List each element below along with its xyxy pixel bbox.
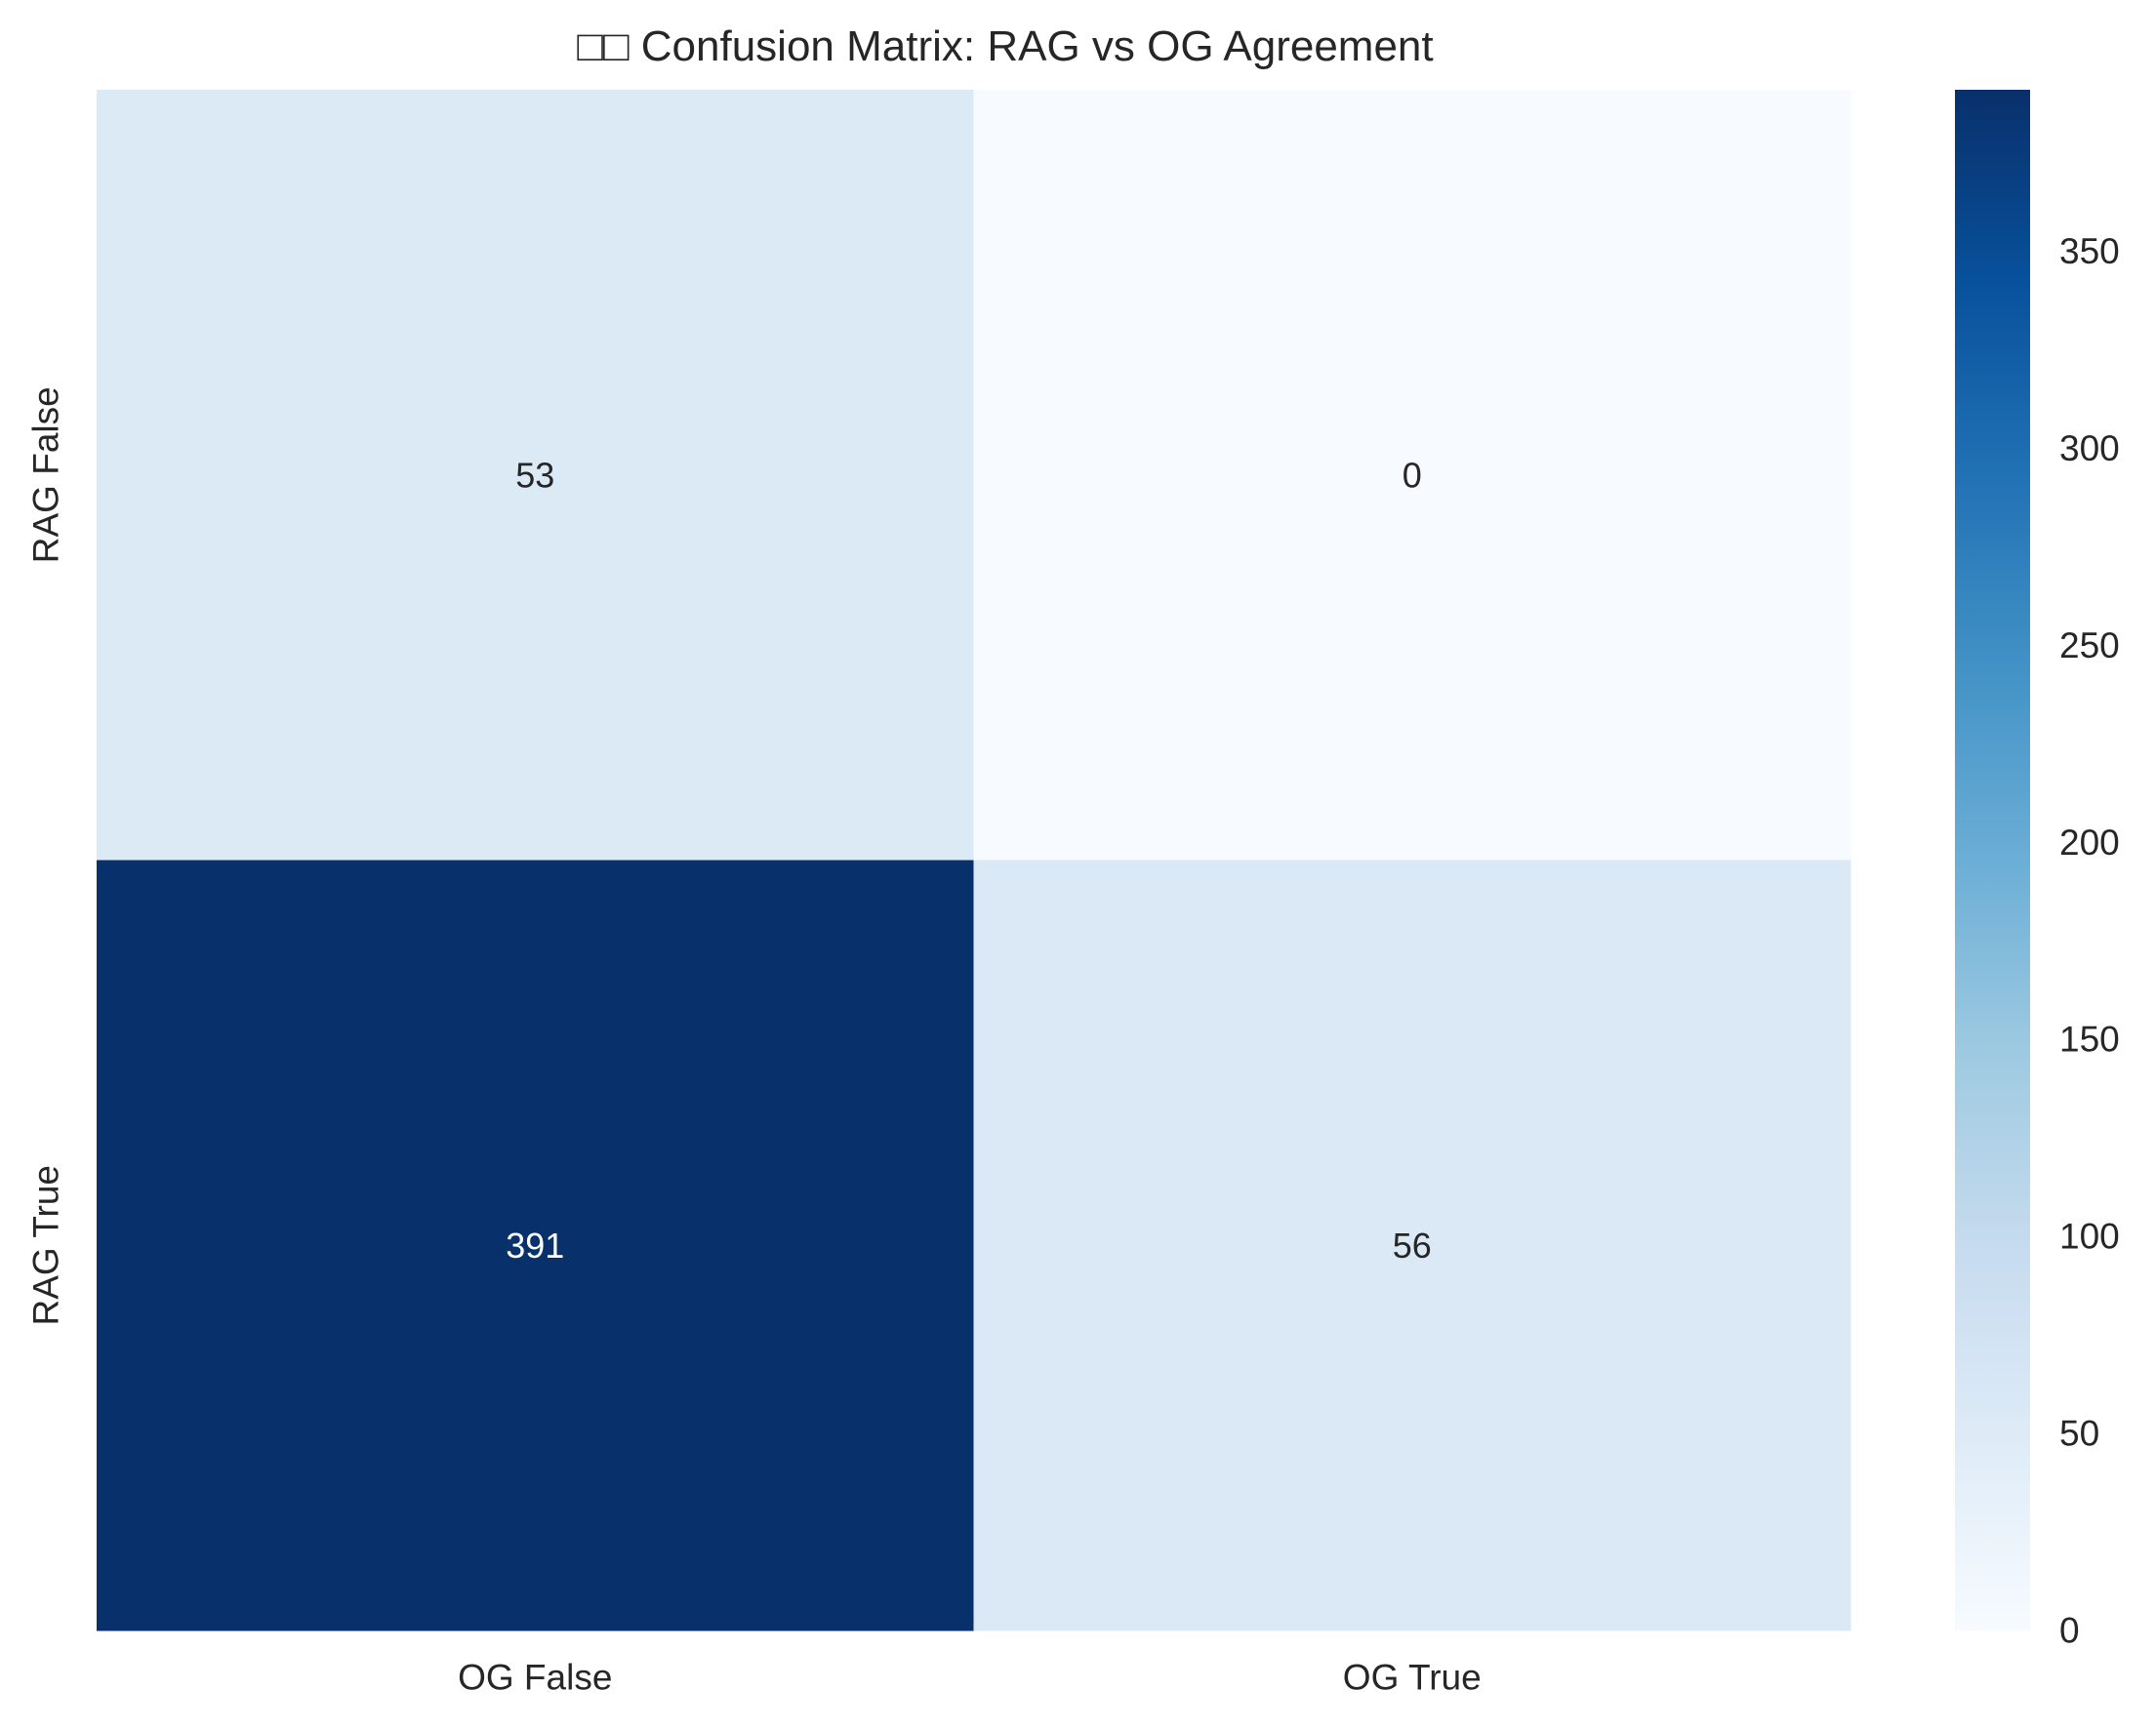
colorbar-tick-label: 0 bbox=[2059, 1611, 2080, 1651]
x-tick-label: OG False bbox=[458, 1658, 612, 1698]
colorbar-tick-label: 100 bbox=[2059, 1217, 2120, 1257]
y-tick-label: RAG False bbox=[26, 386, 66, 563]
heatmap-cell bbox=[97, 860, 974, 1631]
colorbar-tick-labels: 0 50 100 150 200 250 300 350 bbox=[2059, 231, 2120, 1650]
y-tick-labels: RAG False RAG True bbox=[26, 386, 66, 1325]
cell-value-label: 391 bbox=[506, 1226, 564, 1266]
colorbar-tick-label: 50 bbox=[2059, 1414, 2099, 1454]
colorbar-tick-label: 150 bbox=[2059, 1020, 2120, 1060]
colorbar bbox=[1955, 90, 2030, 1630]
heatmap-cell bbox=[973, 90, 1851, 861]
heatmap-cell-labels: 53 0 391 56 bbox=[506, 455, 1432, 1266]
cell-value-label: 56 bbox=[1393, 1226, 1432, 1266]
heatmap-cell bbox=[97, 90, 974, 861]
colorbar-tick-label: 250 bbox=[2059, 625, 2120, 665]
colorbar-tick-label: 300 bbox=[2059, 428, 2120, 468]
x-tick-labels: OG False OG True bbox=[458, 1658, 1482, 1698]
heatmap-cells bbox=[97, 90, 1851, 1631]
x-tick-label: OG True bbox=[1343, 1658, 1482, 1698]
cell-value-label: 53 bbox=[515, 455, 554, 495]
y-tick-label: RAG True bbox=[26, 1165, 66, 1326]
chart-title: □□ Confusion Matrix: RAG vs OG Agreement bbox=[577, 22, 1433, 70]
colorbar-tick-label: 200 bbox=[2059, 823, 2120, 863]
cell-value-label: 0 bbox=[1403, 455, 1422, 495]
colorbar-tick-label: 350 bbox=[2059, 231, 2120, 271]
heatmap-cell bbox=[973, 860, 1851, 1631]
